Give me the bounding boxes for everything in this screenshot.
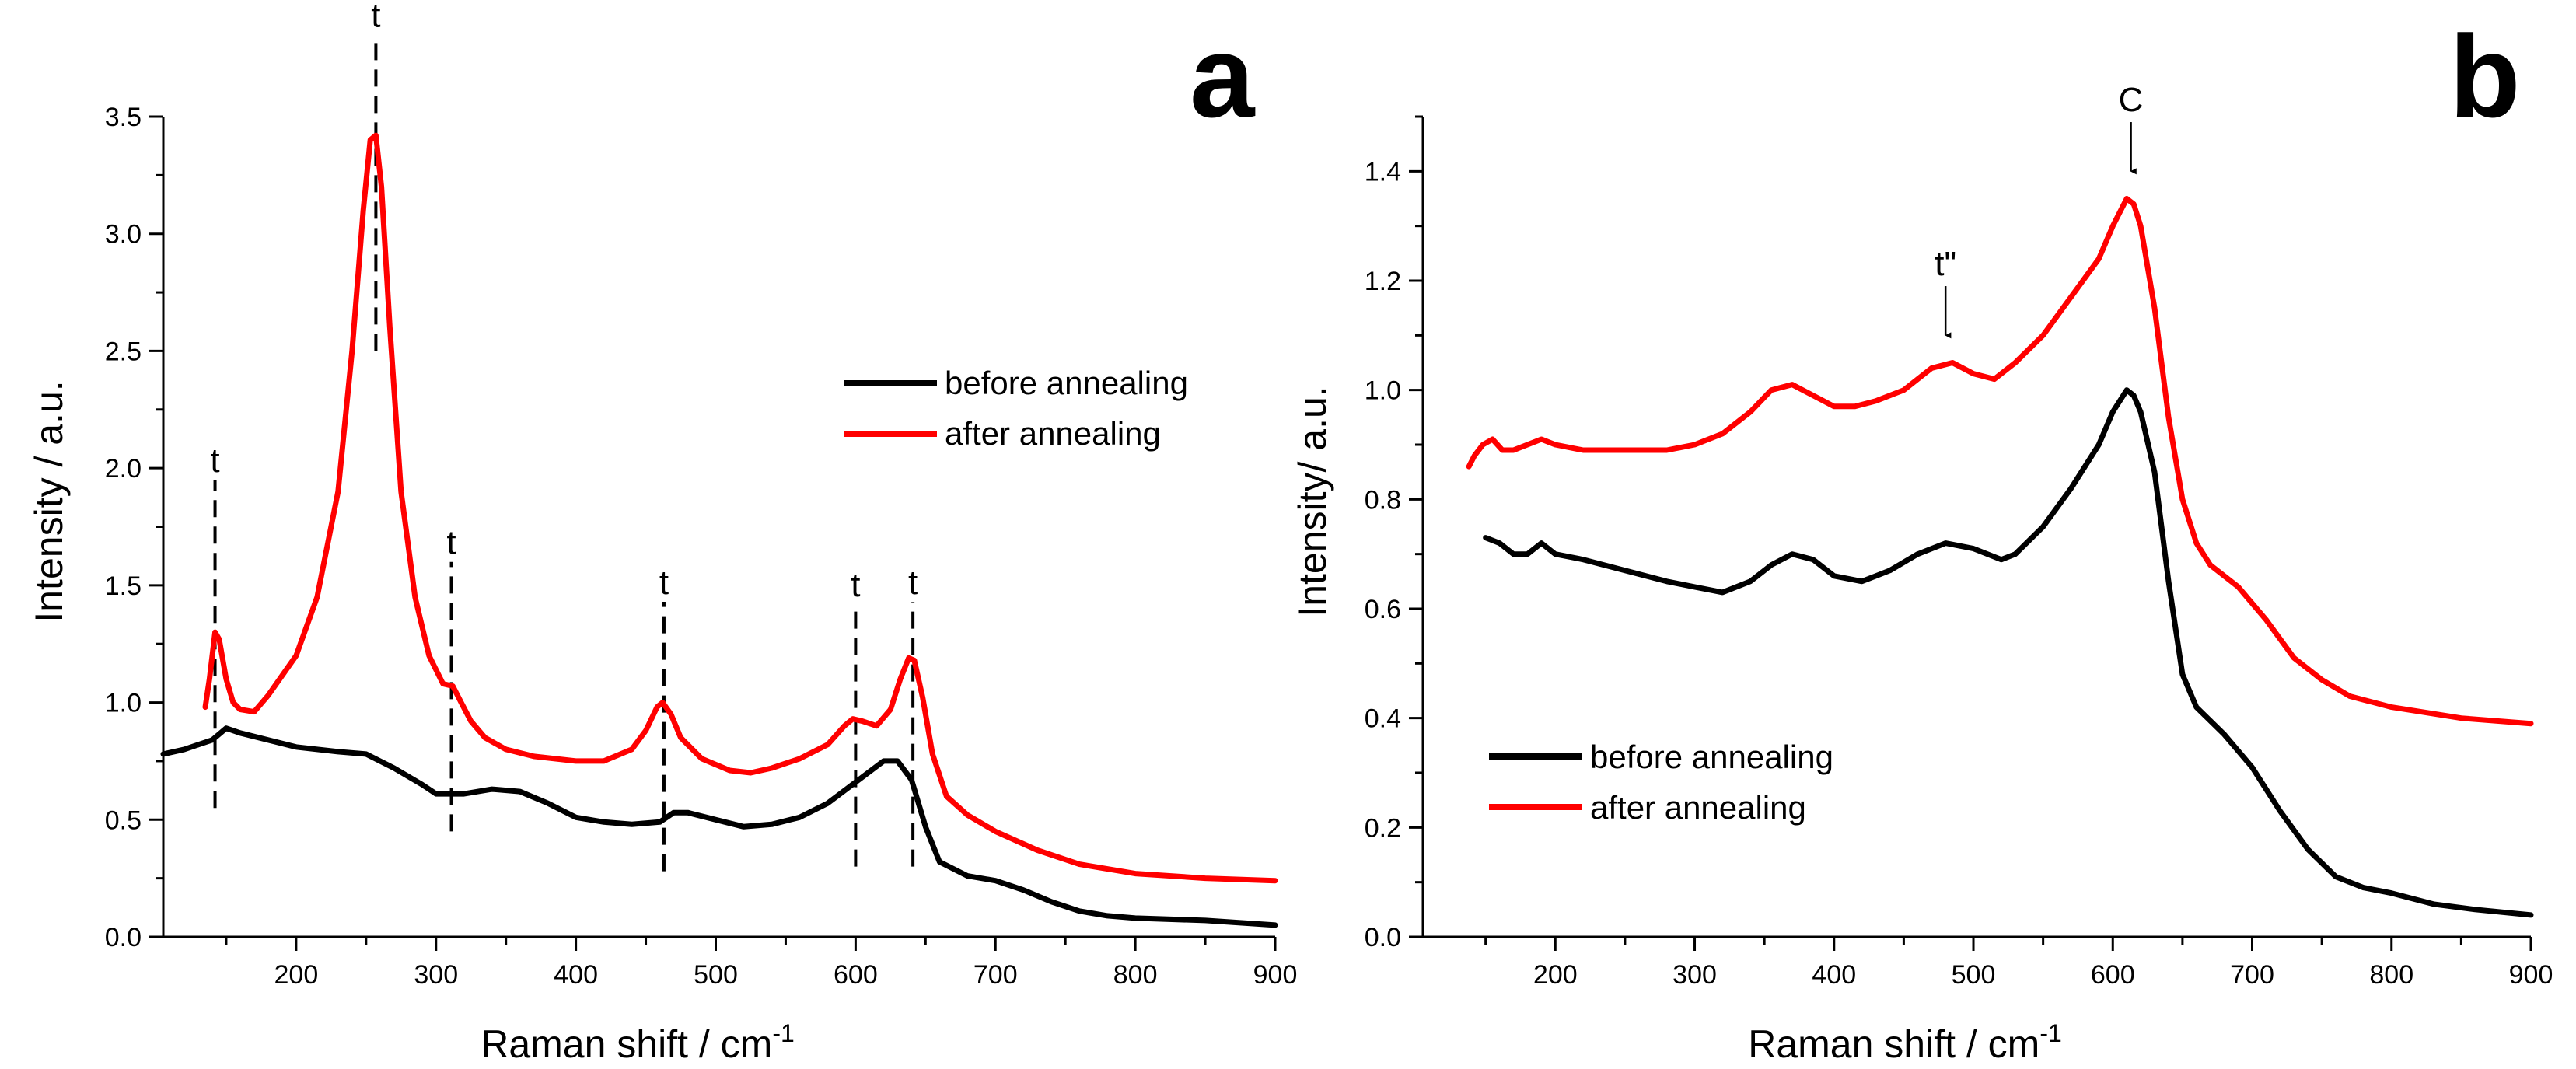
y-tick-label: 0.6 bbox=[1365, 595, 1401, 624]
y-tick-label: 1.4 bbox=[1365, 157, 1401, 187]
x-tick-label: 500 bbox=[1952, 960, 1996, 990]
x-tick-label: 600 bbox=[2091, 960, 2135, 990]
x-tick-label: 300 bbox=[414, 960, 458, 990]
y-tick-label: 1.5 bbox=[105, 571, 142, 601]
x-tick-label: 700 bbox=[973, 960, 1018, 990]
panel-a-legend: before annealing after annealing bbox=[844, 365, 1188, 452]
y-tick-label: 2.0 bbox=[105, 454, 142, 484]
panel-a-y-axis-title: Intensity / a.u. bbox=[27, 380, 71, 622]
y-tick-label: 3.5 bbox=[105, 103, 142, 132]
peak-label-text: t bbox=[851, 566, 860, 604]
y-tick-label: 1.0 bbox=[105, 689, 142, 718]
panel-b-chart: Ct" 200 300 400 500 600 700 800 900 0.0 0.2 0.4 0.6… bbox=[1291, 11, 2553, 1066]
legend-label-before: before annealing bbox=[945, 365, 1188, 401]
y-tick-label: 0.4 bbox=[1365, 704, 1401, 734]
panel-b-letter: b bbox=[2449, 11, 2521, 141]
panel-a-chart: t t t t t t 200 300 400 500 600 700 800 900 0.0 0.5 1.0… bbox=[27, 0, 1297, 1066]
x-tick-label: 200 bbox=[274, 960, 319, 990]
peak-label-text: t" bbox=[1935, 245, 1956, 283]
peak-label-text: t bbox=[210, 442, 219, 480]
x-tick-label: 800 bbox=[2369, 960, 2413, 990]
panel-b-x-axis-title: Raman shift / cm-1 bbox=[1748, 1019, 2062, 1066]
x-tick-label: 800 bbox=[1113, 960, 1158, 990]
legend-label-before: before annealing bbox=[1590, 739, 1833, 775]
panel-a-x-axis-title: Raman shift / cm-1 bbox=[481, 1019, 795, 1066]
peak-label-text: t bbox=[371, 0, 380, 35]
x-tick-label: 500 bbox=[694, 960, 738, 990]
y-tick-label: 0.0 bbox=[105, 923, 142, 952]
x-tick-label: 400 bbox=[554, 960, 598, 990]
y-tick-label: 0.8 bbox=[1365, 485, 1401, 515]
legend-label-after: after annealing bbox=[945, 415, 1161, 452]
x-tick-label: 900 bbox=[2509, 960, 2553, 990]
panel-b-y-axis-title: Intensity/ a.u. bbox=[1291, 386, 1334, 617]
y-tick-label: 0.5 bbox=[105, 805, 142, 835]
panel-b-annotations: Ct" bbox=[1935, 81, 2144, 339]
panel-b-axes: 200 300 400 500 600 700 800 900 0.0 0.2 0.4 0.6 0.8 1… bbox=[1365, 115, 2553, 990]
peak-label-text: C bbox=[2119, 81, 2144, 119]
x-tick-label: 900 bbox=[1253, 960, 1298, 990]
panel-a-series bbox=[160, 132, 1278, 928]
y-tick-label: 3.0 bbox=[105, 220, 142, 250]
y-tick-label: 2.5 bbox=[105, 337, 142, 366]
peak-label-text: t bbox=[446, 524, 456, 562]
panel-a-letter: a bbox=[1190, 11, 1256, 141]
series-line-before-annealing bbox=[1483, 387, 2534, 918]
peak-label-text: t bbox=[659, 564, 669, 602]
x-tick-label: 200 bbox=[1533, 960, 1578, 990]
panel-b-legend: before annealing after annealing bbox=[1489, 739, 1833, 826]
legend-label-after: after annealing bbox=[1590, 789, 1806, 826]
series-line-before-annealing bbox=[160, 725, 1278, 928]
y-tick-label: 0.2 bbox=[1365, 813, 1401, 843]
panel-b-series bbox=[1466, 196, 2534, 918]
series-line-after-annealing bbox=[1466, 196, 2534, 727]
x-tick-label: 400 bbox=[1812, 960, 1856, 990]
panel-a-annotations: t t t t t t bbox=[210, 0, 918, 872]
series-line-after-annealing bbox=[202, 132, 1278, 884]
x-tick-label: 700 bbox=[2230, 960, 2274, 990]
x-tick-label: 600 bbox=[834, 960, 878, 990]
x-tick-label: 300 bbox=[1672, 960, 1717, 990]
peak-label-text: t bbox=[908, 564, 918, 602]
y-tick-label: 1.0 bbox=[1365, 376, 1401, 406]
panel-a-axes: 200 300 400 500 600 700 800 900 0.0 0.5 1.0 1.5 2.0 2… bbox=[105, 103, 1298, 990]
y-tick-label: 1.2 bbox=[1365, 267, 1401, 296]
y-tick-label: 0.0 bbox=[1365, 923, 1401, 952]
